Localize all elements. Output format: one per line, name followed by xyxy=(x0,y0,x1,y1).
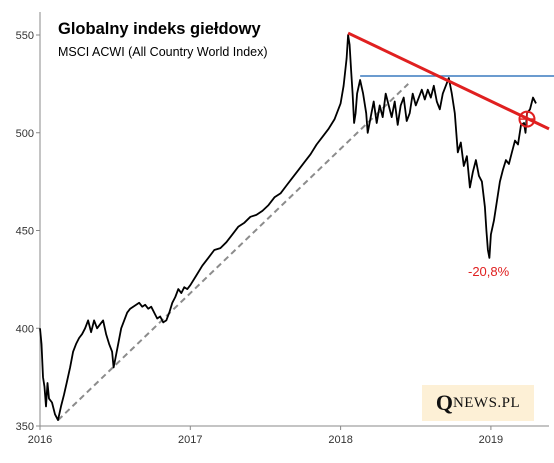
support-trend-line xyxy=(57,83,409,421)
index-price-line xyxy=(39,34,537,422)
chart-subtitle: MSCI ACWI (All Country World Index) xyxy=(58,45,268,59)
drawdown-annotation: -20,8% xyxy=(468,264,510,279)
logo-text: NEWS.PL xyxy=(452,394,521,411)
y-tick-label: 500 xyxy=(16,128,34,140)
y-tick-label: 450 xyxy=(16,226,34,238)
y-tick-label: 400 xyxy=(16,323,34,335)
x-tick-label: 2018 xyxy=(328,434,352,446)
logo-letter: Q xyxy=(435,390,453,415)
x-tick-label: 2016 xyxy=(28,434,52,446)
y-tick-label: 550 xyxy=(16,30,34,42)
downtrend-line xyxy=(347,31,550,131)
x-tick-label: 2019 xyxy=(479,434,503,446)
y-tick-label: 350 xyxy=(16,421,34,433)
x-tick-label: 2017 xyxy=(178,434,202,446)
qnews-logo: Q NEWS.PL xyxy=(422,385,534,421)
chart-title: Globalny indeks giełdowy xyxy=(58,20,261,38)
